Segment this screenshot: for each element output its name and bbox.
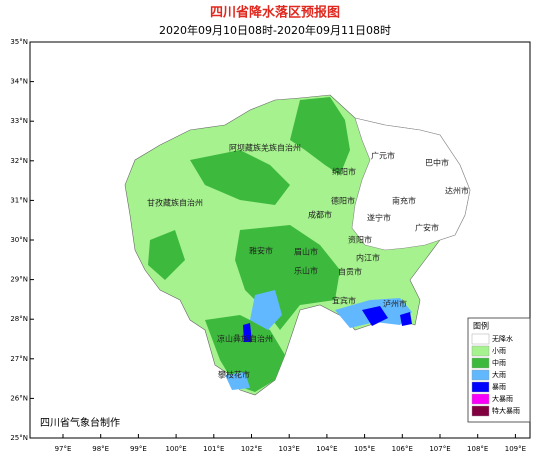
lon-label: 101°E [203,445,224,453]
region-label: 成都市 [308,210,332,220]
credit: 四川省气象台制作 [40,416,120,429]
region-label: 遂宁市 [367,213,391,223]
rainstorm-area [243,306,412,342]
lon-label: 107°E [429,445,450,453]
legend-swatch [471,357,490,369]
no-rain-area [351,117,471,251]
legend-label: 大雨 [492,370,506,379]
lon-label: 103°E [279,445,300,453]
lon-label: 98°E [92,445,109,453]
lat-label: 33°N [10,117,28,125]
region-label: 宜宾市 [332,296,356,306]
legend-label: 大暴雨 [492,394,513,403]
lon-label: 99°E [130,445,147,453]
region-label: 阿坝藏族羌族自治州 [229,143,301,153]
region-label: 巴中市 [425,158,449,168]
region-label: 内江市 [356,253,380,263]
lat-label: 35°N [10,38,28,46]
lat-label: 26°N [10,394,28,402]
region-label: 甘孜藏族自治州 [147,198,203,208]
legend-title: 图例 [473,321,489,331]
region-label: 凉山彝族自治州 [217,334,273,344]
region-label: 达州市 [445,186,469,196]
region-label: 资阳市 [348,235,372,245]
region-label: 自贡市 [338,267,362,277]
credit-box [36,414,132,432]
region-label: 攀枝花市 [218,370,250,380]
lat-label: 34°N [10,78,28,86]
lat-label: 32°N [10,157,28,165]
legend-label: 特大暴雨 [492,406,520,415]
moderate-rain-area [148,97,350,392]
legend-label: 暴雨 [492,383,506,391]
lon-label: 105°E [354,445,375,453]
legend-swatch [471,369,490,381]
region-label: 绵阳市 [332,167,356,177]
legend-label: 无降水 [492,334,513,343]
lon-label: 100°E [165,445,186,453]
legend-swatch [471,333,490,345]
region-label: 德阳市 [331,196,355,206]
lon-label: 97°E [55,445,72,453]
province [124,94,471,396]
lat-label: 30°N [10,236,28,244]
lon-label: 109°E [505,445,526,453]
region-label: 广元市 [371,151,395,161]
lat-label: 31°N [10,196,28,204]
lon-label: 104°E [316,445,337,453]
region-label: 雅安市 [249,246,273,256]
title: 四川省降水落区预报图 [210,5,340,21]
legend-swatch [471,393,490,405]
legend-label: 中雨 [492,358,506,367]
subtitle: 2020年09月10日08时-2020年09月11日08时 [159,23,391,37]
region-label: 南充市 [392,196,416,206]
lat-label: 28°N [10,315,28,323]
region-label: 广安市 [415,223,439,233]
lon-label: 108°E [467,445,488,453]
region-label: 泸州市 [383,299,407,309]
legend-label: 小雨 [492,346,506,355]
lon-label: 102°E [241,445,262,453]
legend-swatch [471,405,490,417]
lat-label: 27°N [10,355,28,363]
legend-swatch [471,345,490,357]
region-label: 眉山市 [294,247,318,257]
lat-label: 29°N [10,276,28,284]
lon-label: 106°E [392,445,413,453]
lat-label: 25°N [10,434,28,442]
legend-swatch [471,381,490,393]
region-label: 乐山市 [294,266,318,276]
